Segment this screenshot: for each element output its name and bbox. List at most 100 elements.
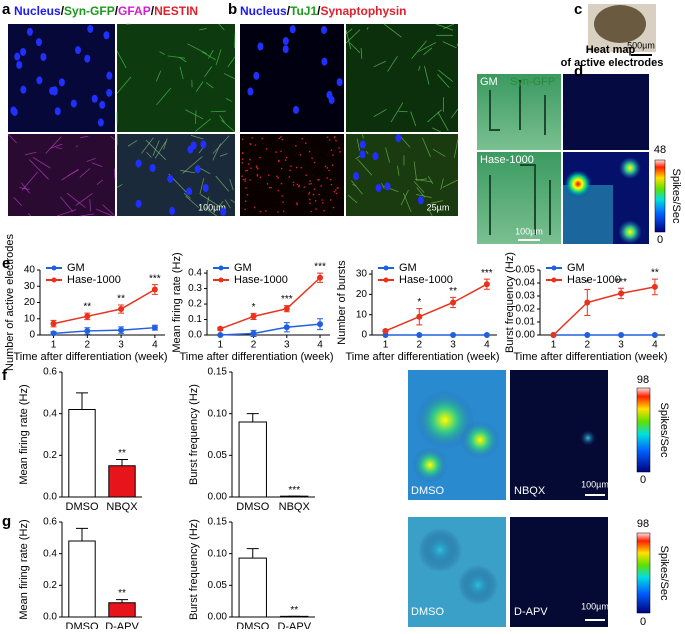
heat-spot [618, 220, 642, 244]
nucleus [247, 88, 253, 96]
significance: ** [83, 302, 91, 313]
y-tick-label: 20 [356, 289, 368, 300]
heat-spot [619, 157, 641, 179]
puncta [333, 207, 335, 209]
puncta [289, 176, 291, 178]
channel-header: Nucleus/TuJ1/Synaptophysin [240, 4, 407, 18]
x-axis-label: Time after differentiation (week) [345, 351, 499, 363]
significance: *** [281, 294, 293, 305]
point [251, 330, 257, 336]
puncta [301, 138, 303, 140]
heat-spot [412, 447, 448, 483]
header-part: NESTIN [154, 4, 198, 18]
nucleus [20, 48, 26, 56]
nucleus [195, 165, 201, 173]
point [84, 313, 90, 319]
puncta [290, 165, 292, 167]
puncta [278, 161, 280, 163]
error-bar [116, 460, 128, 466]
puncta [241, 175, 243, 177]
puncta [245, 170, 247, 172]
puncta [300, 167, 302, 169]
puncta [254, 207, 256, 209]
y-tick-label: 0.00 [208, 612, 228, 623]
puncta [244, 209, 246, 211]
puncta [313, 194, 315, 196]
point [251, 313, 257, 319]
nucleus [55, 107, 61, 115]
x-tick-label: 3 [284, 340, 290, 351]
puncta [309, 202, 311, 204]
nucleus [191, 142, 197, 150]
y-tick-label: 0.3 [188, 283, 202, 294]
point [584, 300, 590, 306]
condition-label: D-APV [514, 606, 548, 618]
x-tick-label: 1 [51, 340, 57, 351]
y-axis-label: Number of bursts [336, 260, 348, 345]
puncta [296, 202, 298, 204]
legend-label: GM [234, 262, 252, 274]
puncta [244, 180, 246, 182]
puncta [330, 179, 332, 181]
nucleus [321, 58, 327, 66]
y-tick-label: 0.05 [208, 450, 228, 461]
nucleus [376, 184, 382, 192]
x-tick-label: 1 [218, 340, 224, 351]
header-part: GFAP [118, 4, 151, 18]
y-axis-label: Mean firing rate (Hz) [18, 519, 30, 619]
puncta [248, 163, 250, 165]
puncta [296, 204, 298, 206]
significance: *** [481, 268, 493, 279]
puncta [286, 157, 288, 159]
error-bar [76, 528, 88, 541]
point [551, 332, 557, 338]
point [450, 332, 456, 338]
significance: ** [118, 588, 126, 599]
puncta [314, 188, 316, 190]
puncta [335, 140, 337, 142]
y-tick-label: 0 [361, 330, 367, 341]
heat-spot [458, 565, 498, 605]
colorbar-max: 48 [654, 144, 666, 156]
legend-marker [552, 266, 557, 271]
x-axis-label: Time after differentiation (week) [513, 351, 667, 363]
x-tick-label: NBQX [279, 501, 311, 513]
puncta [336, 193, 338, 195]
y-tick-label: 10 [356, 309, 368, 320]
y-tick-label: 0.10 [208, 408, 228, 419]
bar [109, 466, 135, 497]
puncta [318, 179, 320, 181]
puncta [260, 211, 262, 213]
nucleus [136, 159, 142, 167]
significance: ** [118, 448, 126, 459]
puncta [293, 181, 295, 183]
bar [239, 422, 266, 497]
heat-spot [564, 170, 592, 198]
legend-label: GM [567, 262, 585, 274]
x-tick-label: 1 [383, 340, 389, 351]
y-axis-label: Mean firing rate (Hz) [18, 384, 30, 484]
colorbar [637, 533, 650, 613]
puncta [309, 192, 311, 194]
puncta [326, 167, 328, 169]
legend-marker [384, 278, 389, 283]
y-tick-label: 0.4 [43, 408, 57, 419]
nucleus [150, 164, 156, 172]
nucleus [186, 187, 192, 195]
y-tick-label: 10 [24, 313, 36, 324]
puncta [275, 151, 277, 153]
series-line [220, 324, 320, 335]
puncta [245, 187, 247, 189]
nucleus [36, 76, 42, 84]
y-tick-label: 0.15 [208, 367, 228, 378]
y-axis-label: Mean firing rate (Hz) [171, 252, 183, 352]
puncta [280, 150, 282, 152]
legend-marker [552, 278, 557, 283]
x-tick-label: DMSO [236, 621, 269, 629]
nucleus [326, 91, 332, 99]
puncta [332, 164, 334, 166]
puncta [298, 185, 300, 187]
nucleus [169, 207, 175, 215]
puncta [309, 180, 311, 182]
